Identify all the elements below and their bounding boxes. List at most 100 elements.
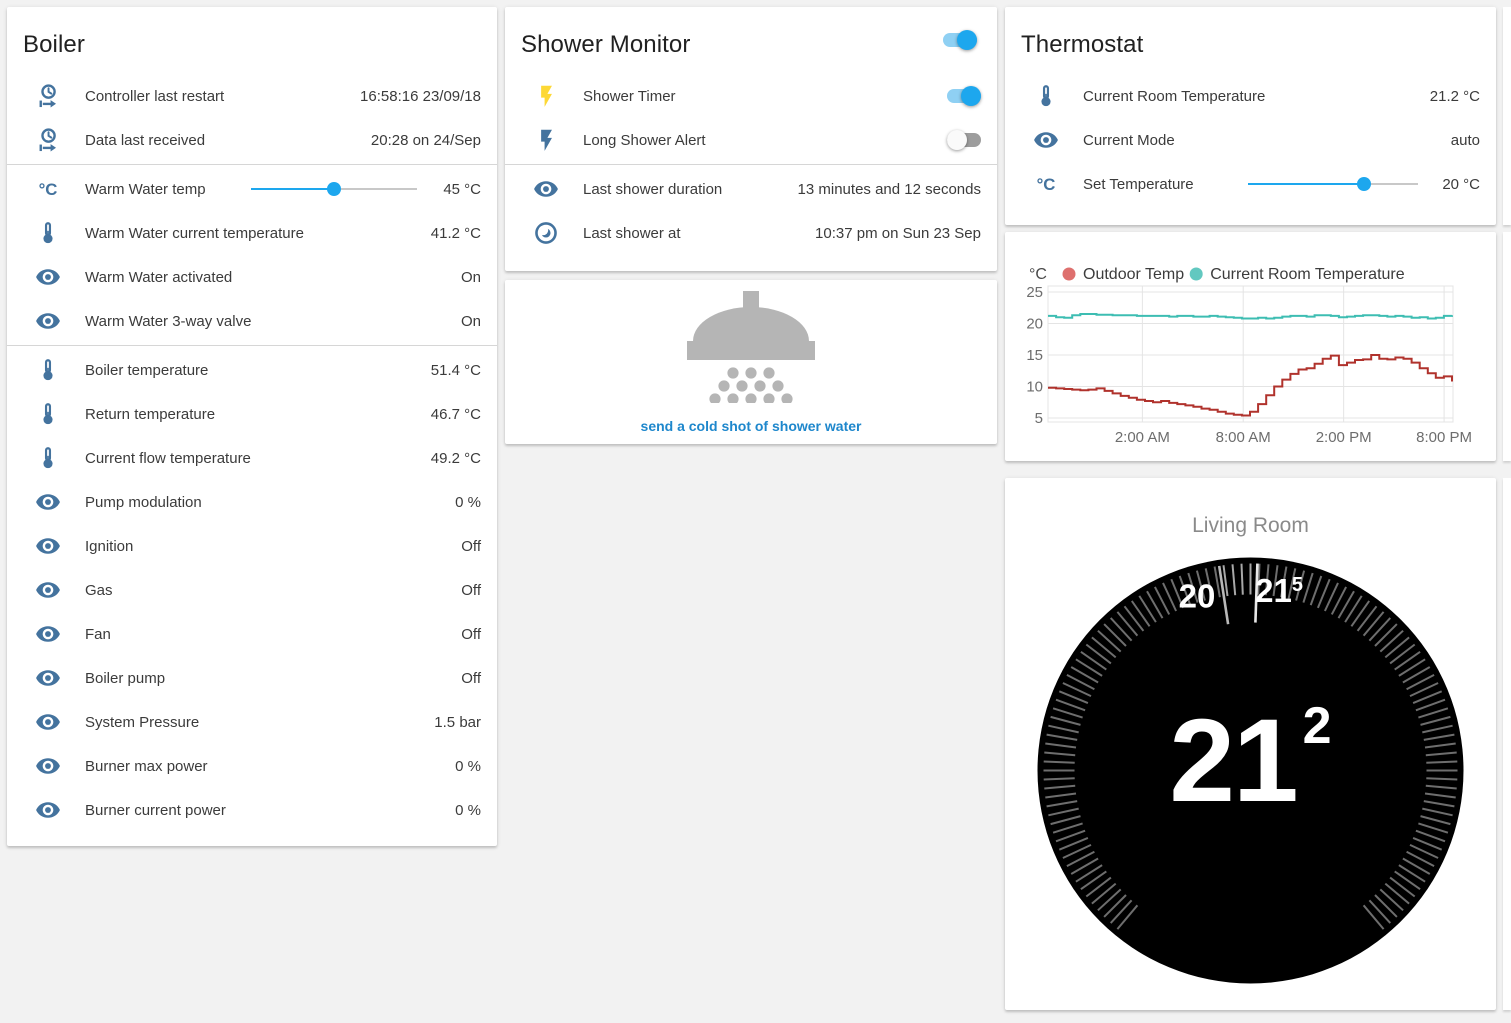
entity-row: Last shower duration 13 minutes and 12 se… (505, 167, 997, 211)
shower-monitor-card-title: Shower Monitor (521, 31, 691, 58)
entity-row: Fan Off (7, 612, 497, 656)
eye-icon (35, 665, 61, 691)
thermometer-icon (35, 445, 61, 471)
thermostat-card: Thermostat Current Room Temperature 21.2 … (1005, 7, 1496, 225)
entity-label: Last shower at (583, 224, 681, 242)
eye-icon (35, 308, 61, 334)
toggle-knob (947, 130, 967, 150)
entity-row: Gas Off (7, 568, 497, 612)
entity-value: 45 °C (443, 180, 481, 198)
entity-value: 1.5 bar (434, 713, 481, 731)
toggle-knob (957, 29, 977, 50)
entity-label: Warm Water activated (85, 268, 233, 286)
setpoint-tick (1217, 565, 1230, 625)
entity-label: Boiler pump (85, 669, 166, 687)
entity-row: Data last received 20:28 on 24/Sep (7, 118, 497, 162)
entity-row: Pump modulation 0 % (7, 480, 497, 524)
entity-row: Boiler pump Off (7, 656, 497, 700)
entity-label: Current Mode (1083, 131, 1175, 149)
history-chart: °C Outdoor Temp Current Room Temperature 5 1… (1026, 266, 1472, 446)
shower-monitor-toggle[interactable] (943, 29, 977, 50)
svg-text:10: 10 (1026, 379, 1043, 396)
entity-row: Warm Water 3-way valve On (7, 299, 497, 343)
eye-icon (35, 533, 61, 559)
slider-fill (251, 188, 334, 190)
boiler-card-title: Boiler (23, 31, 85, 58)
entity-value: 46.7 °C (430, 405, 481, 423)
offscreen-card-sliver (1503, 232, 1511, 461)
entity-row: Current Mode auto (1005, 118, 1496, 162)
entity-row: °C Set Temperature 20 °C (1005, 162, 1496, 206)
entity-value: 20:28 on 24/Sep (370, 131, 481, 149)
svg-text:°C: °C (1029, 266, 1047, 283)
entity-value: 41.2 °C (430, 224, 481, 242)
shower-monitor-rows: Shower Timer Long Shower Alert Last show… (505, 72, 997, 263)
entity-value: 0 % (455, 757, 481, 775)
entity-label: Gas (85, 581, 113, 599)
entity-label: Last shower duration (583, 180, 723, 198)
thermometer-icon (35, 357, 61, 383)
eye-icon (533, 176, 559, 202)
nest-room-name: Living Room (1192, 514, 1309, 537)
entity-value: 13 minutes and 12 seconds (797, 180, 981, 198)
svg-text:20: 20 (1026, 316, 1043, 333)
entity-label: Long Shower Alert (583, 131, 706, 149)
toggle-knob (961, 86, 981, 106)
shower-action-label[interactable]: send a cold shot of shower water (640, 417, 862, 434)
temperature-celsius-icon: °C (1033, 171, 1059, 197)
slider-knob[interactable] (327, 182, 341, 196)
entity-value: 0 % (455, 493, 481, 511)
legend-dot (1189, 267, 1203, 281)
shower-action-card[interactable]: send a cold shot of shower water (505, 280, 997, 444)
entity-row: Long Shower Alert (505, 118, 997, 162)
flash-yellow-icon (533, 83, 559, 109)
divider (7, 164, 497, 165)
setpoint-tick (1254, 563, 1259, 623)
entity-label: Burner current power (85, 801, 226, 819)
divider (505, 164, 997, 165)
svg-text:15: 15 (1026, 347, 1043, 364)
boiler-rows: Controller last restart 16:58:16 23/09/18… (7, 72, 497, 840)
entity-label: Return temperature (85, 405, 216, 423)
svg-text:2:00 PM: 2:00 PM (1316, 429, 1372, 446)
entity-label: Controller last restart (85, 87, 225, 105)
series-line (1048, 313, 1453, 320)
entity-value: Off (461, 669, 481, 687)
entity-row: Boiler temperature 51.4 °C (7, 348, 497, 392)
entity-value: 0 % (455, 801, 481, 819)
eye-icon (35, 753, 61, 779)
entity-value: Off (461, 581, 481, 599)
entity-row: System Pressure 1.5 bar (7, 700, 497, 744)
thermostat-rows: Current Room Temperature 21.2 °C Current M… (1005, 72, 1496, 214)
entity-label: System Pressure (85, 713, 200, 731)
eye-icon (35, 797, 61, 823)
entity-label: Boiler temperature (85, 361, 209, 379)
entity-toggle[interactable] (947, 86, 981, 106)
series-line (1048, 354, 1453, 417)
nest-dial[interactable]: 20 215 (1030, 550, 1471, 991)
svg-text:25: 25 (1026, 284, 1043, 301)
legend-label: Current Room Temperature (1210, 266, 1405, 283)
eye-icon (35, 264, 61, 290)
entity-label: Current flow temperature (85, 449, 251, 467)
entity-value: 16:58:16 23/09/18 (360, 87, 481, 105)
entity-label: Burner max power (85, 757, 208, 775)
shower-head-icon (671, 290, 831, 408)
entity-row: Shower Timer (505, 74, 997, 118)
thermometer-icon (35, 220, 61, 246)
entity-toggle[interactable] (947, 130, 981, 150)
flash-blue-icon (533, 127, 559, 153)
temperature-slider[interactable] (251, 182, 417, 196)
entity-label: Fan (85, 625, 111, 643)
thermostat-card-title: Thermostat (1021, 31, 1144, 58)
entity-row: Controller last restart 16:58:16 23/09/18 (7, 74, 497, 118)
entity-label: Warm Water current temperature (85, 224, 304, 242)
slider-knob[interactable] (1357, 177, 1371, 191)
temperature-slider[interactable] (1248, 177, 1418, 191)
svg-text:8:00 PM: 8:00 PM (1416, 429, 1472, 446)
shower-monitor-card: Shower Monitor Shower Timer Long Shower … (505, 7, 997, 271)
svg-text:°C: °C (1037, 175, 1056, 194)
entity-label: Data last received (85, 131, 206, 149)
temperature-celsius-icon: °C (35, 176, 61, 202)
eye-icon (35, 709, 61, 735)
